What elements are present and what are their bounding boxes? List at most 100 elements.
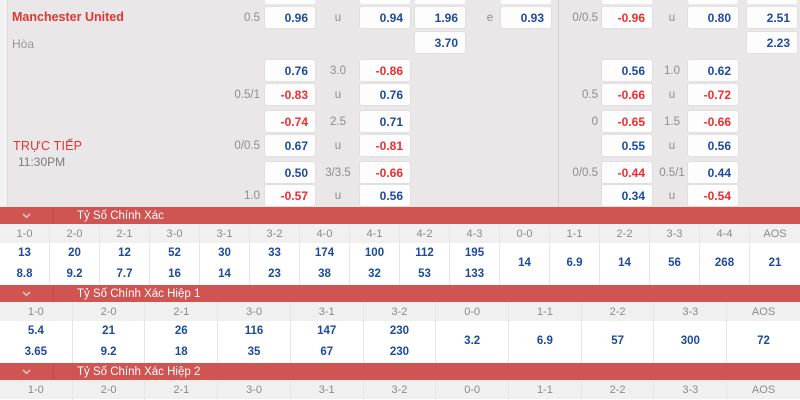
score-odds-value[interactable]: 112 xyxy=(415,246,434,259)
odds-cell[interactable]: -0.81 xyxy=(360,135,410,156)
score-odds-value[interactable]: 67 xyxy=(320,345,334,358)
score-odds-value[interactable]: 57 xyxy=(611,335,624,348)
odds-cell[interactable]: 0.34 xyxy=(602,185,652,206)
score-odds-value[interactable]: 21 xyxy=(102,324,115,337)
score-header: 2-0 xyxy=(72,380,145,399)
odds-cell[interactable]: 0.80 xyxy=(688,7,738,28)
odds-cell[interactable]: 0.56 xyxy=(688,135,738,156)
score-odds-value[interactable]: 21 xyxy=(768,257,782,270)
score-odds-group: 5.4 3.65 xyxy=(0,321,72,363)
score-odds-value[interactable]: 9.2 xyxy=(100,345,117,358)
score-odds-value[interactable]: 3.65 xyxy=(24,345,48,358)
score-odds-value[interactable]: 195 xyxy=(464,246,485,259)
score-odds-value[interactable]: 174 xyxy=(314,246,335,259)
partial-odds-cell xyxy=(501,0,551,4)
correct-score-section: Tỷ Số Chính Xác 1-0 13 8.8 2-0 20 9.2 2-1 12 7.7… xyxy=(0,207,800,285)
section-header-correct-score-half1[interactable]: Tỷ Số Chính Xác Hiệp 1 xyxy=(0,285,800,302)
score-odds-value[interactable]: 26 xyxy=(174,324,188,337)
score-odds-value[interactable]: 20 xyxy=(68,246,81,259)
odds-cell[interactable]: 0.44 xyxy=(688,162,738,183)
chevron-zone[interactable] xyxy=(0,207,54,224)
score-column: 4-3 195 133 xyxy=(450,224,500,285)
score-odds-value[interactable]: 8.8 xyxy=(16,267,33,280)
score-odds-value[interactable]: 16 xyxy=(168,267,181,280)
score-odds-value[interactable]: 53 xyxy=(418,267,431,280)
odds-cell[interactable]: 0.96 xyxy=(265,7,315,28)
score-odds-value[interactable]: 268 xyxy=(714,257,735,270)
score-odds-value[interactable]: 14 xyxy=(618,257,631,270)
kickoff-time: 11:30PM xyxy=(18,155,66,169)
odds-cell[interactable]: -0.72 xyxy=(688,84,738,105)
odds-cell[interactable]: 3.70 xyxy=(415,32,465,53)
odds-cell[interactable]: 0.56 xyxy=(602,60,652,81)
odds-cell[interactable]: -0.66 xyxy=(688,111,738,132)
odds-cell[interactable]: 0.50 xyxy=(265,162,315,183)
odds-label: 0 xyxy=(591,115,598,128)
odds-cell[interactable]: -0.44 xyxy=(602,162,652,183)
score-odds-value[interactable]: 6.9 xyxy=(536,335,553,348)
score-odds-value[interactable]: 52 xyxy=(168,246,181,259)
odds-cell[interactable]: -0.86 xyxy=(360,60,410,81)
score-odds-value[interactable]: 116 xyxy=(244,324,264,337)
odds-label: 0.5 xyxy=(244,11,260,24)
odds-cell[interactable]: 0.56 xyxy=(360,185,410,206)
odds-cell[interactable]: -0.66 xyxy=(360,162,410,183)
score-column: 2-2 xyxy=(581,380,655,400)
odds-cell[interactable]: 1.96 xyxy=(415,7,465,28)
odds-label: u xyxy=(334,139,342,152)
score-odds-value[interactable]: 32 xyxy=(368,267,381,280)
odds-cell[interactable]: -0.54 xyxy=(688,185,738,206)
score-odds-value[interactable]: 7.7 xyxy=(116,267,133,280)
score-odds-value[interactable]: 33 xyxy=(268,246,281,259)
score-odds-value[interactable]: 300 xyxy=(680,335,700,348)
score-header: 3-3 xyxy=(650,224,699,243)
score-odds-value[interactable]: 38 xyxy=(318,267,331,280)
chevron-zone[interactable] xyxy=(0,363,54,380)
score-odds-group: 14 xyxy=(600,243,649,285)
score-odds-value[interactable]: 230 xyxy=(389,345,410,358)
score-odds-value[interactable]: 133 xyxy=(464,267,485,280)
odds-cell[interactable]: 0.94 xyxy=(360,7,410,28)
score-odds-value[interactable]: 35 xyxy=(247,345,261,358)
score-odds-value[interactable]: 100 xyxy=(364,246,385,259)
odds-cell[interactable]: -0.96 xyxy=(602,7,652,28)
section-header-correct-score-half2[interactable]: Tỷ Số Chính Xác Hiệp 2 xyxy=(0,363,800,380)
score-odds-value[interactable]: 30 xyxy=(218,246,231,259)
score-column: 2-2 57 xyxy=(581,302,655,363)
score-column: 3-2 xyxy=(363,380,437,400)
odds-cell[interactable]: 0.93 xyxy=(501,7,551,28)
score-odds-value[interactable]: 147 xyxy=(317,324,337,337)
section-header-correct-score[interactable]: Tỷ Số Chính Xác xyxy=(0,207,800,224)
score-odds-value[interactable]: 56 xyxy=(668,257,681,270)
odds-cell[interactable]: -0.74 xyxy=(265,111,315,132)
odds-cell[interactable]: -0.83 xyxy=(265,84,315,105)
odds-cell[interactable]: 2.51 xyxy=(747,7,797,28)
score-odds-value[interactable]: 3.2 xyxy=(464,335,481,348)
score-odds-value[interactable]: 12 xyxy=(118,246,131,259)
partial-odds-cell xyxy=(602,0,652,4)
odds-cell[interactable]: 0.76 xyxy=(360,84,410,105)
odds-cell[interactable]: 0.67 xyxy=(265,135,315,156)
odds-cell[interactable]: -0.57 xyxy=(265,185,315,206)
score-odds-value[interactable]: 72 xyxy=(757,335,770,348)
score-odds-value[interactable]: 6.9 xyxy=(566,257,583,270)
chevron-zone[interactable] xyxy=(0,285,54,302)
odds-cell[interactable]: -0.66 xyxy=(602,84,652,105)
odds-cell[interactable]: 0.76 xyxy=(265,60,315,81)
odds-cell[interactable]: 0.71 xyxy=(360,111,410,132)
odds-cell[interactable]: -0.65 xyxy=(602,111,652,132)
score-odds-value[interactable]: 230 xyxy=(389,324,410,337)
home-team-name: Manchester United xyxy=(12,10,124,24)
score-odds-value[interactable]: 5.4 xyxy=(27,324,44,337)
odds-cell[interactable]: 0.62 xyxy=(688,60,738,81)
score-odds-value[interactable]: 13 xyxy=(18,246,31,259)
score-column: 3-1 30 14 xyxy=(200,224,250,285)
score-odds-value[interactable]: 18 xyxy=(174,345,188,358)
odds-cell[interactable]: 2.23 xyxy=(747,32,797,53)
score-column: 3-0 116 35 xyxy=(218,302,291,363)
score-odds-value[interactable]: 23 xyxy=(268,267,281,280)
odds-cell[interactable]: 0.55 xyxy=(602,135,652,156)
score-odds-value[interactable]: 14 xyxy=(218,267,231,280)
score-odds-value[interactable]: 14 xyxy=(518,257,531,270)
score-odds-value[interactable]: 9.2 xyxy=(66,267,83,280)
